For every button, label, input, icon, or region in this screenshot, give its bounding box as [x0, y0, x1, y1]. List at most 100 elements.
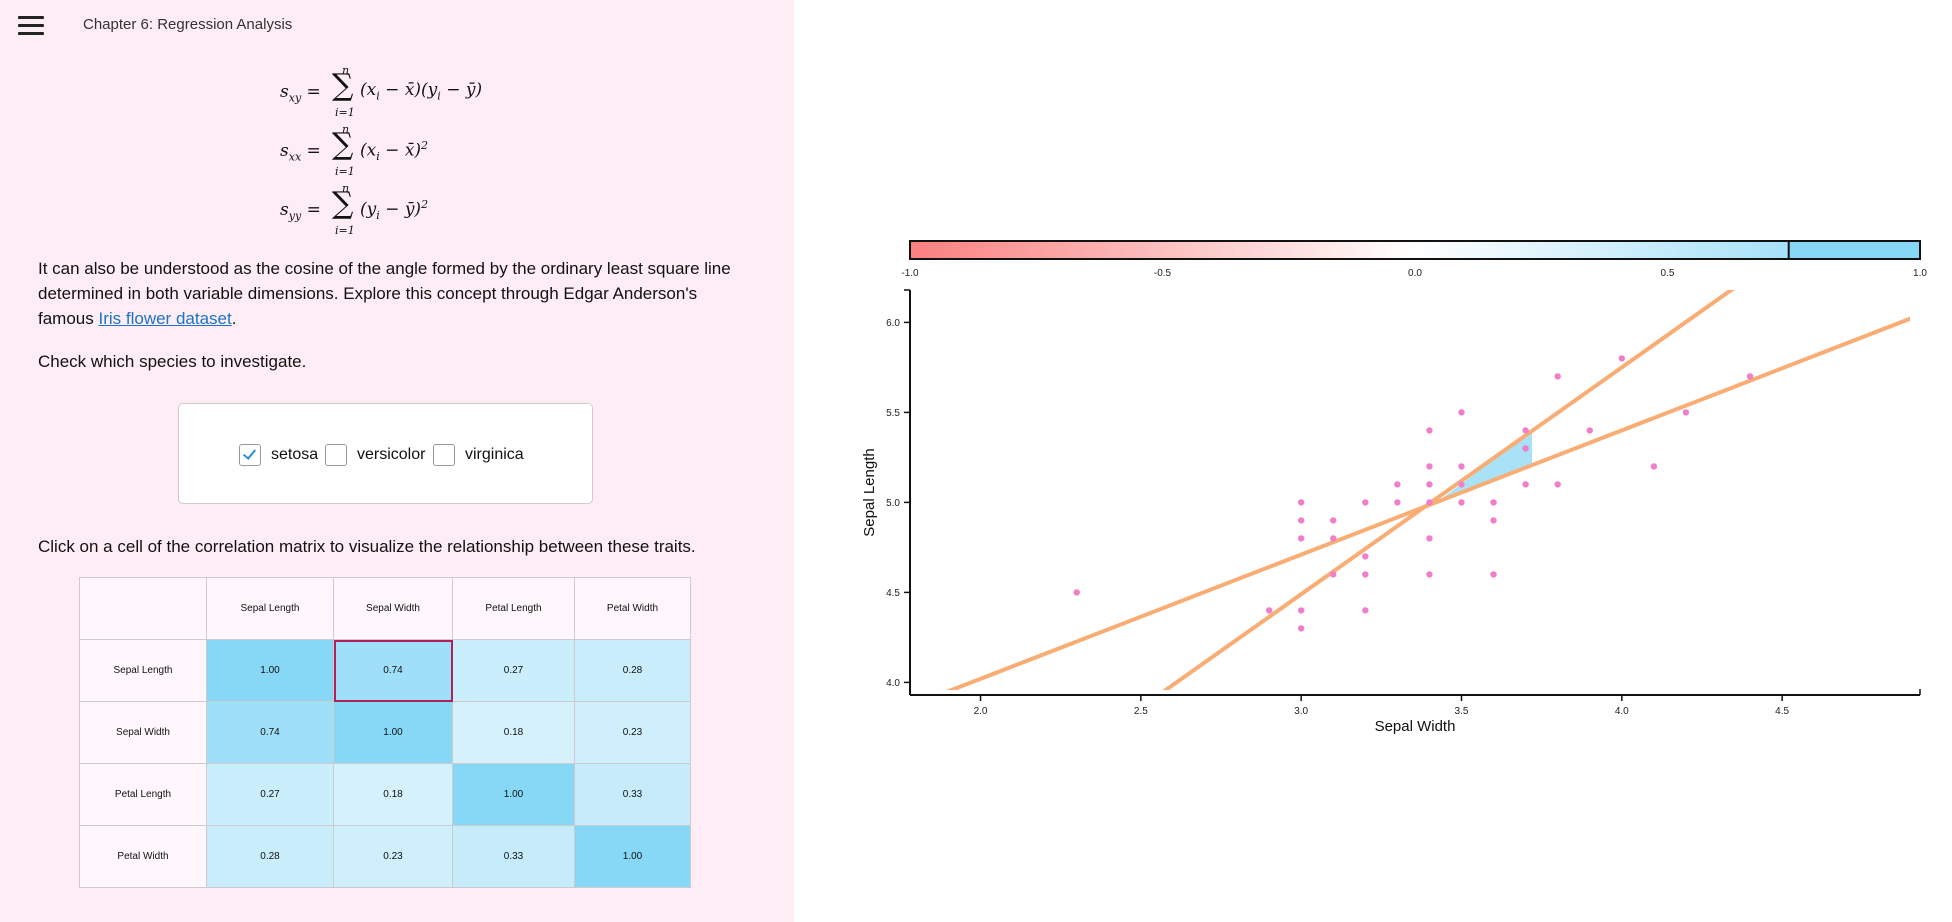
x-tick-label: 3.5 — [1455, 706, 1469, 717]
species-instruction: Check which species to investigate. — [38, 352, 307, 371]
data-point — [1650, 463, 1658, 470]
matrix-cell[interactable]: 0.33 — [452, 825, 575, 888]
x-tick-label: 2.5 — [1134, 706, 1148, 717]
y-tick-label: 4.0 — [886, 678, 900, 689]
x-tick-label: 4.0 — [1615, 706, 1629, 717]
data-point — [1554, 373, 1561, 380]
matrix-row-header: Petal Width — [79, 825, 207, 888]
matrix-col-header: Sepal Length — [206, 577, 334, 640]
matrix-cell[interactable]: 0.27 — [452, 639, 575, 702]
y-axis-label: Sepal Length — [861, 448, 878, 536]
eq-sxx-lower: i=1 — [335, 165, 355, 178]
matrix-cell[interactable]: 0.23 — [574, 701, 691, 764]
species-option-versicolor[interactable]: versicolor — [325, 444, 425, 466]
data-point — [1458, 499, 1465, 506]
matrix-corner — [79, 577, 207, 640]
eq-sxy-upper: n — [342, 64, 350, 77]
menu-icon[interactable] — [18, 16, 44, 38]
data-point — [1490, 571, 1497, 578]
data-point — [1426, 427, 1433, 434]
intro-text: It can also be understood as the cosine … — [38, 259, 731, 328]
eq-sxy-lower: i=1 — [335, 106, 355, 119]
regression-line — [946, 316, 1910, 690]
matrix-cell[interactable]: 0.18 — [452, 701, 575, 764]
data-point — [1330, 571, 1337, 578]
data-point — [1330, 517, 1337, 524]
versicolor-checkbox[interactable] — [325, 444, 347, 466]
data-point — [1586, 427, 1593, 434]
eq-syy-lower: i=1 — [335, 224, 355, 237]
regression-line — [1162, 290, 1735, 690]
data-point — [1490, 517, 1497, 524]
data-point — [1297, 499, 1305, 506]
matrix-cell[interactable]: 0.27 — [206, 763, 334, 826]
matrix-col-header: Petal Length — [452, 577, 575, 640]
x-tick-label: 3.0 — [1294, 706, 1308, 717]
intro-text-end: . — [231, 309, 237, 328]
matrix-cell[interactable]: 1.00 — [574, 825, 691, 888]
x-tick-label: 2.0 — [974, 706, 988, 717]
matrix-cell[interactable]: 1.00 — [452, 763, 575, 826]
correlation-colorbar: -1.0 -0.5 0.0 0.5 1.0 — [901, 240, 1927, 279]
y-tick-label: 6.0 — [886, 318, 900, 329]
y-tick-label: 4.5 — [886, 588, 900, 599]
correlation-matrix: Sepal Length Sepal Width Petal Length Pe… — [79, 577, 691, 888]
colorbar-tick-label: -1.0 — [901, 268, 919, 279]
matrix-row-header: Sepal Width — [79, 701, 207, 764]
data-point — [1362, 553, 1369, 560]
data-point — [1490, 499, 1497, 506]
intro-paragraph: It can also be understood as the cosine … — [38, 256, 738, 331]
data-point — [1522, 427, 1529, 434]
data-point — [1458, 463, 1465, 470]
colorbar-marker — [1787, 240, 1921, 260]
y-tick-label: 5.0 — [886, 498, 900, 509]
data-point — [1554, 481, 1561, 488]
data-point — [1362, 607, 1369, 614]
iris-dataset-link[interactable]: Iris flower dataset — [98, 309, 232, 328]
scatter-plot: 2.0 2.5 3.0 3.5 4.0 4.5 4.0 4.5 5.0 5.5 6.0 Sepal W… — [861, 289, 1921, 735]
species-option-setosa[interactable]: setosa — [239, 444, 318, 466]
matrix-cell[interactable]: 0.74 — [206, 701, 334, 764]
data-point — [1297, 517, 1305, 524]
data-point — [1682, 409, 1690, 416]
setosa-label: setosa — [271, 446, 319, 463]
page-title: Chapter 6: Regression Analysis — [83, 16, 293, 33]
species-option-virginica[interactable]: virginica — [433, 444, 524, 466]
data-point — [1297, 625, 1305, 632]
eq-sxx-subscript: xx — [288, 150, 302, 164]
species-selector: setosa versicolor virginica — [178, 403, 593, 504]
data-point — [1073, 589, 1080, 596]
matrix-cell[interactable]: 0.33 — [574, 763, 691, 826]
colorbar-tick-label: 0.0 — [1408, 268, 1422, 279]
colorbar-tick-label: 0.5 — [1661, 268, 1675, 279]
matrix-instruction: Click on a cell of the correlation matri… — [38, 537, 696, 556]
y-tick-label: 5.5 — [886, 408, 900, 419]
data-point — [1297, 607, 1305, 614]
data-point — [1746, 373, 1754, 380]
matrix-cell[interactable]: 0.74 — [333, 639, 453, 702]
data-point — [1426, 499, 1433, 506]
versicolor-label: versicolor — [357, 446, 426, 463]
matrix-col-header: Sepal Width — [333, 577, 453, 640]
data-point — [1362, 499, 1369, 506]
x-tick-label: 4.5 — [1775, 706, 1789, 717]
matrix-row-header: Sepal Length — [79, 639, 207, 702]
content-panel: Chapter 6: Regression Analysis sxy = n ∑… — [0, 0, 794, 922]
data-point — [1265, 607, 1273, 614]
matrix-col-header: Petal Width — [574, 577, 691, 640]
data-point — [1426, 463, 1433, 470]
matrix-cell[interactable]: 1.00 — [333, 701, 453, 764]
equation-sxy: sxy = n ∑ i=1 (xi − x̄)(yi − ȳ) — [280, 64, 483, 119]
plot-area — [946, 290, 1910, 690]
matrix-cell[interactable]: 0.28 — [206, 825, 334, 888]
setosa-checkbox[interactable] — [239, 444, 261, 466]
matrix-cell[interactable]: 0.28 — [574, 639, 691, 702]
colorbar-gradient — [909, 240, 1921, 260]
virginica-checkbox[interactable] — [433, 444, 455, 466]
colorbar-tick-label: -0.5 — [1154, 268, 1172, 279]
matrix-row-header: Petal Length — [79, 763, 207, 826]
matrix-cell[interactable]: 0.18 — [333, 763, 453, 826]
equation-sxx: sxx = n ∑ i=1 (xi − x̄)2 — [280, 123, 429, 178]
data-point — [1458, 409, 1465, 416]
matrix-cell[interactable]: 0.23 — [333, 825, 453, 888]
